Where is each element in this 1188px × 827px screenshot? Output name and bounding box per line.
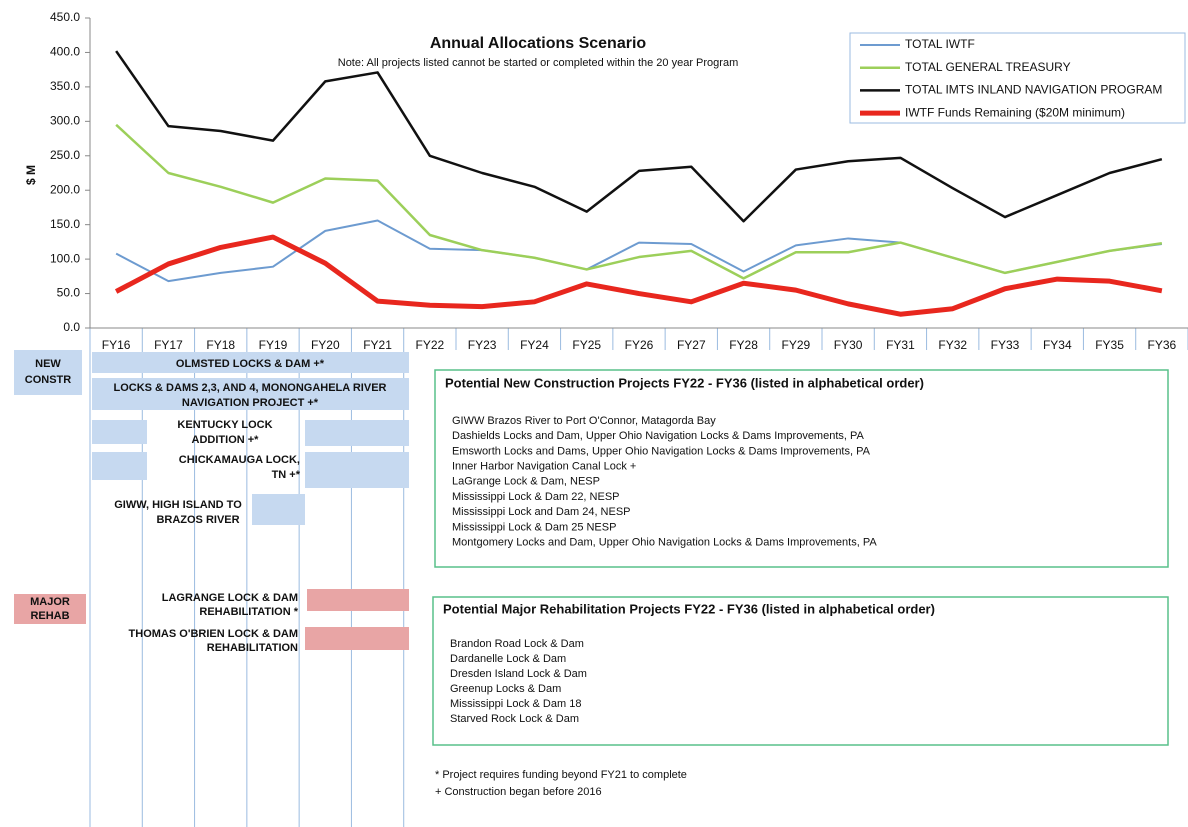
y-tick-label: 400.0 [50, 45, 80, 59]
box-title: Potential Major Rehabilitation Projects … [443, 601, 935, 616]
list-item: Inner Harbor Navigation Canal Lock + [452, 461, 636, 473]
project: GIWW, HIGH ISLAND TO [114, 499, 242, 511]
box-title: Potential New Construction Projects FY22… [445, 375, 924, 390]
x-tick-label: FY26 [625, 338, 654, 352]
bar [92, 452, 147, 480]
y-tick-label: 450.0 [50, 10, 80, 24]
x-tick-label: FY24 [520, 338, 549, 352]
y-tick-label: 0.0 [63, 320, 80, 334]
x-tick-label: FY31 [886, 338, 915, 352]
project: CHICKAMAUGA LOCK, [179, 454, 300, 466]
line-series [114, 234, 1163, 317]
bar [252, 494, 305, 525]
list-item: Dardanelle Lock & Dam [450, 653, 566, 665]
x-tick-label: FY29 [782, 338, 811, 352]
y-tick-label: 200.0 [50, 182, 80, 196]
x-tick-label: FY22 [416, 338, 445, 352]
label: NEW [35, 358, 61, 370]
project: BRAZOS RIVER [156, 514, 239, 526]
bar [92, 378, 409, 410]
y-tick-label: 250.0 [50, 148, 80, 162]
list-item: Emsworth Locks and Dams, Upper Ohio Navi… [452, 445, 871, 457]
x-tick-label: FY18 [206, 338, 235, 352]
bar [92, 420, 147, 444]
footnote: + Construction began before 2016 [435, 786, 602, 798]
x-tick-label: FY30 [834, 338, 863, 352]
x-tick-label: FY23 [468, 338, 497, 352]
project: TN +* [272, 469, 301, 481]
legend-label: IWTF Funds Remaining ($20M minimum) [905, 105, 1125, 119]
y-tick-label: 50.0 [57, 286, 81, 300]
list-item: LaGrange Lock & Dam, NESP [452, 476, 600, 488]
x-tick-label: FY20 [311, 338, 340, 352]
new-label-box [14, 350, 82, 395]
chart-subtitle: Note: All projects listed cannot be star… [338, 57, 739, 69]
legend-label: TOTAL GENERAL TREASURY [905, 60, 1071, 74]
list-item: Montgomery Locks and Dam, Upper Ohio Nav… [452, 537, 877, 549]
project: THOMAS O'BRIEN LOCK & DAM [129, 628, 298, 640]
bar [92, 352, 409, 373]
project: LOCKS & DAMS 2,3, AND 4, MONONGAHELA RIV… [114, 382, 387, 394]
x-tick-label: FY21 [363, 338, 392, 352]
project: ADDITION +* [192, 434, 260, 446]
bar [305, 420, 409, 446]
x-tick-label: FY19 [259, 338, 288, 352]
x-tick-label: FY25 [572, 338, 601, 352]
list-item: Mississippi Lock & Dam 18 [450, 698, 581, 710]
bar [305, 452, 409, 488]
list-item: Greenup Locks & Dam [450, 683, 561, 695]
chart-title: Annual Allocations Scenario [430, 35, 647, 52]
y-tick-label: 100.0 [50, 251, 80, 265]
x-tick-label: FY33 [991, 338, 1020, 352]
bar [307, 589, 409, 611]
list-item: GIWW Brazos River to Port O'Connor, Mata… [452, 415, 716, 427]
project: REHABILITATION [207, 642, 298, 654]
list-item: Mississippi Lock & Dam 22, NESP [452, 491, 620, 503]
list-item: Dresden Island Lock & Dam [450, 668, 587, 680]
footnote: * Project requires funding beyond FY21 t… [435, 769, 687, 781]
list-item: Brandon Road Lock & Dam [450, 638, 584, 650]
legend-label: TOTAL IMTS INLAND NAVIGATION PROGRAM [905, 83, 1162, 97]
x-tick-label: FY28 [729, 338, 758, 352]
list-item: Mississippi Lock and Dam 24, NESP [452, 506, 631, 518]
label: MAJOR [30, 596, 70, 608]
rehab-box [432, 596, 1169, 746]
y-tick-label: 350.0 [50, 79, 80, 93]
x-tick-label: FY34 [1043, 338, 1072, 352]
list-item: Dashields Locks and Dam, Upper Ohio Navi… [452, 430, 865, 442]
bar [305, 627, 409, 650]
x-tick-label: FY35 [1095, 338, 1124, 352]
project: OLMSTED LOCKS & DAM +* [176, 358, 325, 370]
project: REHABILITATION * [199, 606, 298, 618]
project: LAGRANGE LOCK & DAM [162, 592, 298, 604]
legend-box [849, 32, 1186, 124]
new-construction-box [434, 369, 1169, 568]
project: NAVIGATION PROJECT +* [182, 397, 319, 409]
y-tick-label: 300.0 [50, 114, 80, 128]
x-tick-label: FY36 [1148, 338, 1177, 352]
x-tick-label: FY17 [154, 338, 183, 352]
line-series [115, 50, 1163, 223]
project: KENTUCKY LOCK [177, 419, 272, 431]
rehab-label-box [14, 594, 86, 624]
label: REHAB [30, 610, 69, 622]
x-tick-label: FY32 [938, 338, 967, 352]
x-tick-label: FY27 [677, 338, 706, 352]
line-series [115, 123, 1163, 280]
y-axis-label: $ M [24, 165, 38, 185]
label: CONSTR [25, 374, 72, 386]
x-tick-label: FY16 [102, 338, 131, 352]
list-item: Mississippi Lock & Dam 25 NESP [452, 521, 616, 533]
list-item: Starved Rock Lock & Dam [450, 713, 579, 725]
legend-label: TOTAL IWTF [905, 37, 975, 51]
y-tick-label: 150.0 [50, 217, 80, 231]
